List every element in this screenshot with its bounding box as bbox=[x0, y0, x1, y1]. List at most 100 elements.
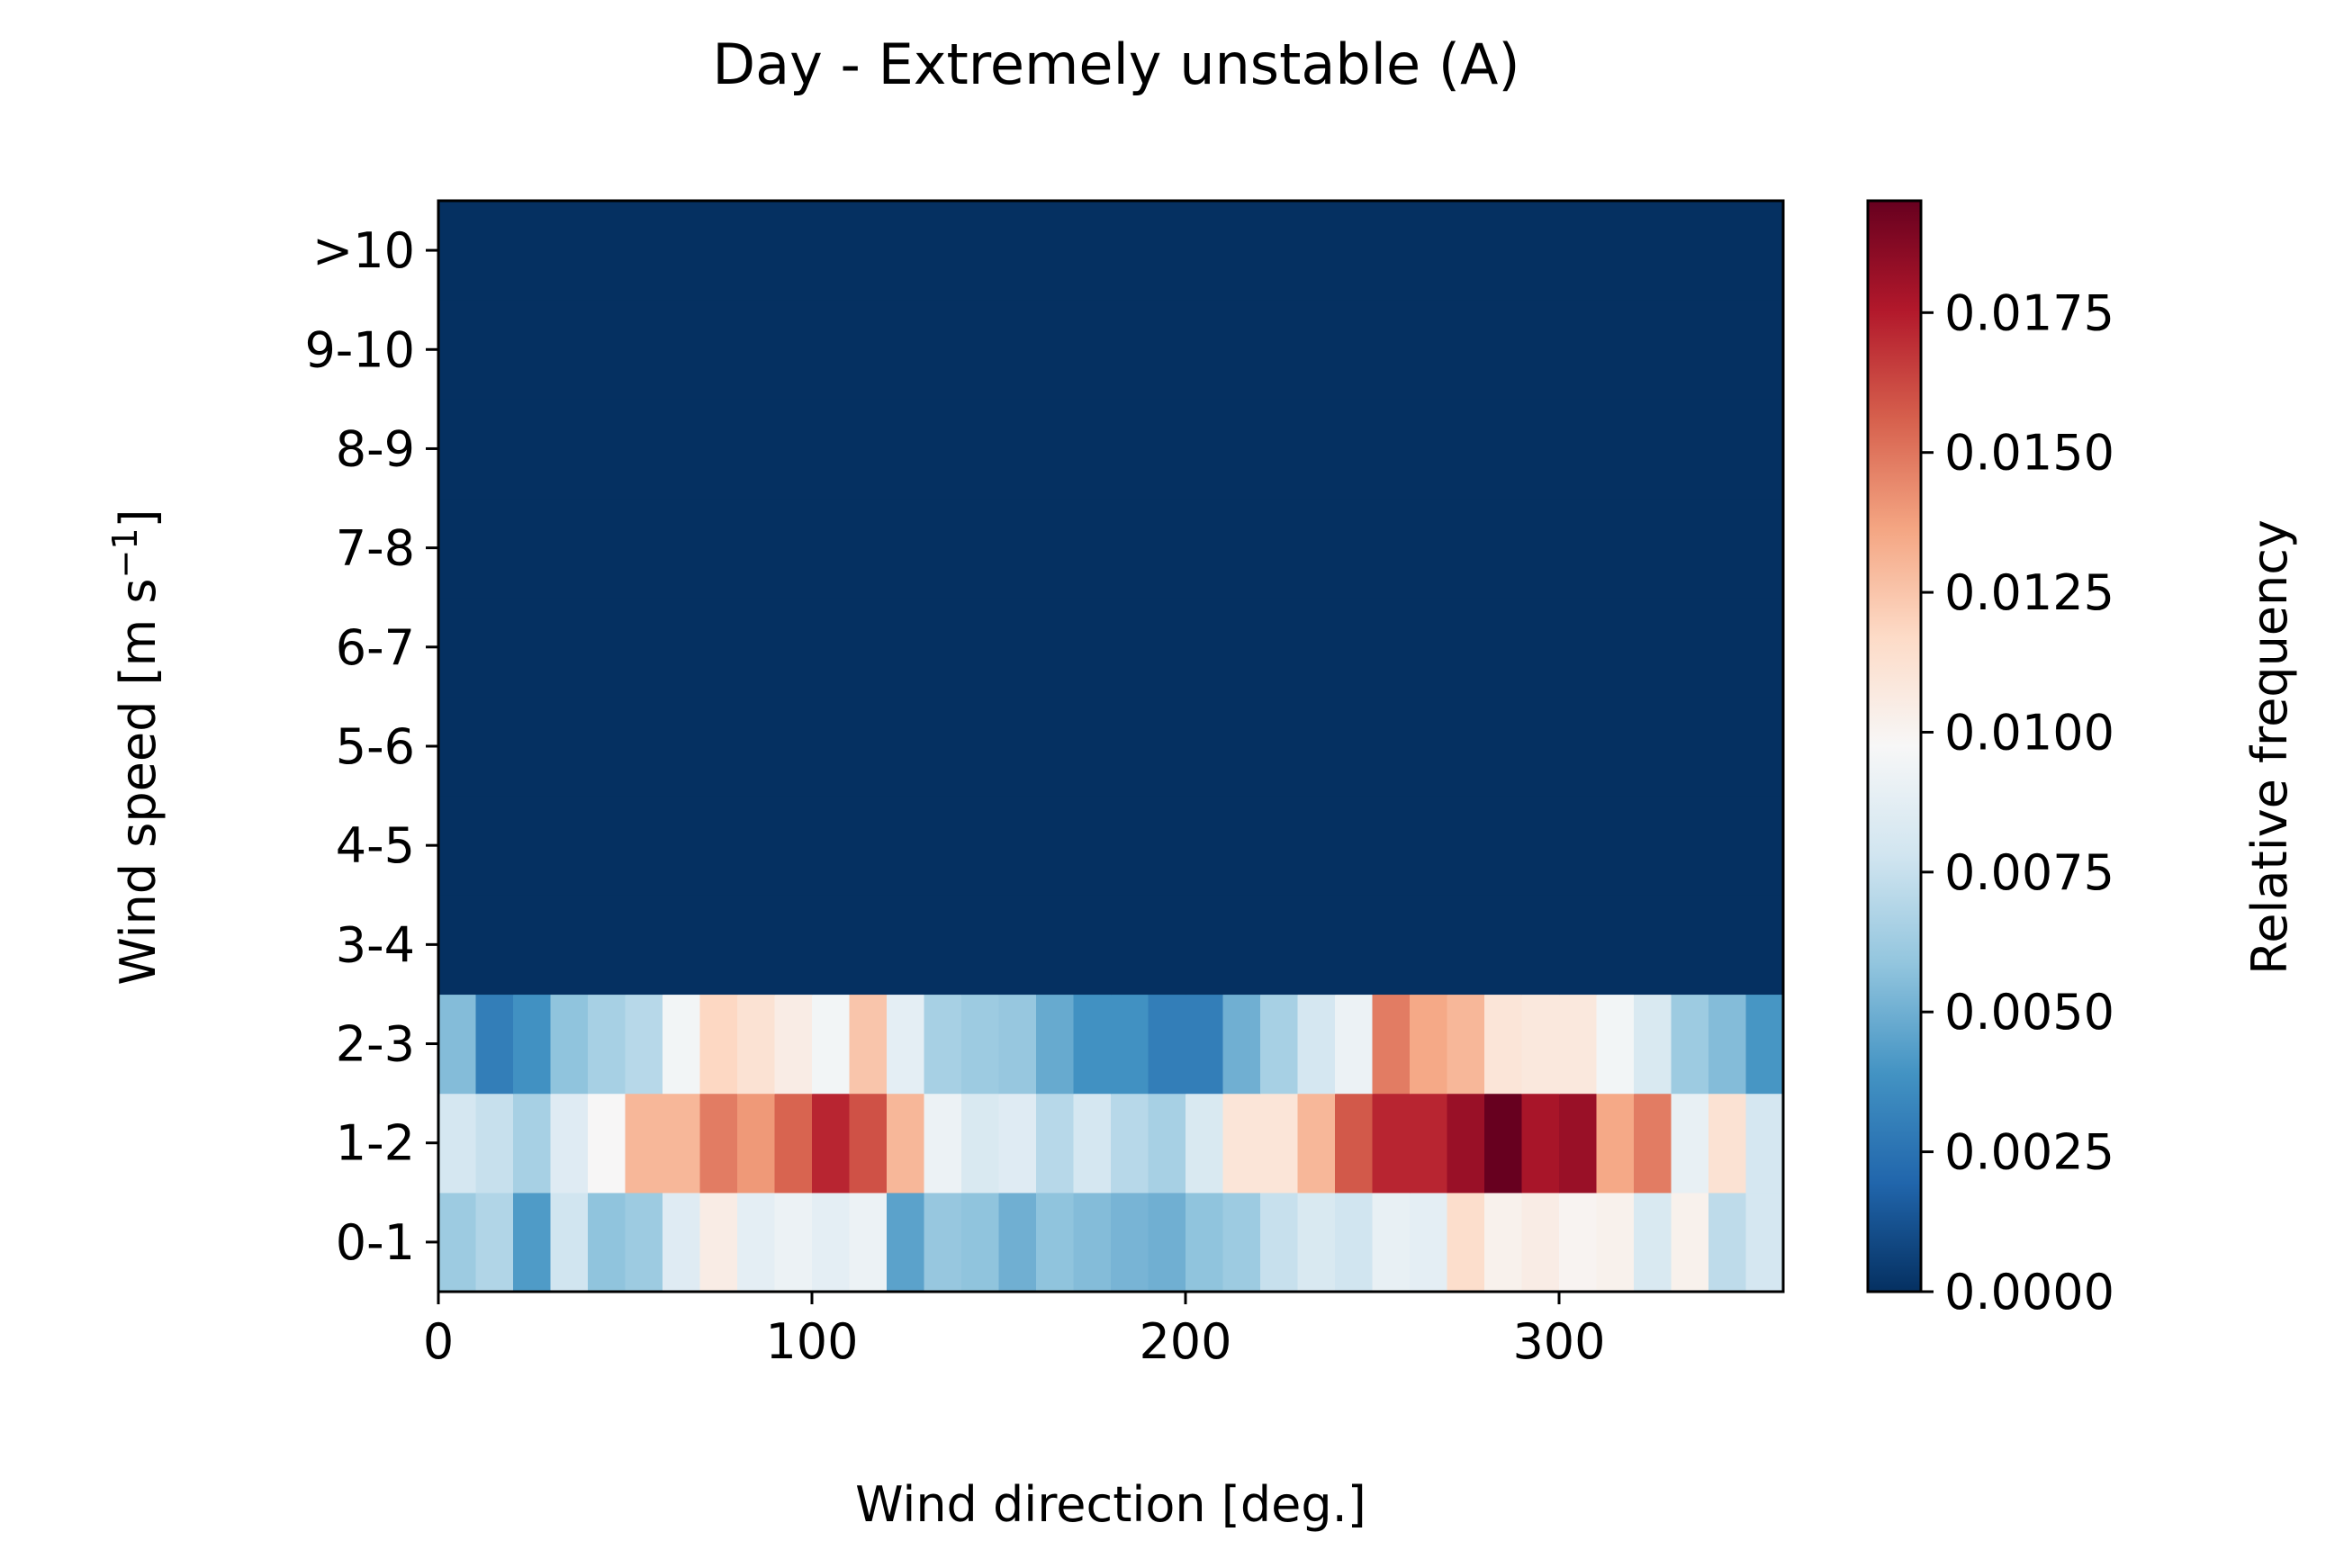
heatmap-cell bbox=[1410, 895, 1448, 996]
y-tick-label: 4-5 bbox=[336, 817, 415, 874]
heatmap-cell bbox=[513, 796, 552, 896]
heatmap-cell bbox=[1073, 796, 1112, 896]
heatmap-cell bbox=[1410, 1093, 1448, 1194]
heatmap-cell bbox=[849, 696, 888, 797]
heatmap-cell bbox=[1484, 1093, 1523, 1194]
heatmap-cell bbox=[1708, 1192, 1747, 1293]
heatmap-cell bbox=[1297, 994, 1336, 1095]
heatmap-cell bbox=[1036, 994, 1075, 1095]
chart-title: Day - Extremely unstable (A) bbox=[712, 32, 1519, 97]
heatmap-cell bbox=[1745, 498, 1784, 599]
heatmap-cell bbox=[1447, 696, 1485, 797]
heatmap-cell bbox=[737, 498, 776, 599]
heatmap-cell bbox=[812, 1093, 851, 1194]
heatmap-cell bbox=[1521, 399, 1560, 500]
heatmap-cell bbox=[998, 300, 1037, 400]
heatmap-cell bbox=[1222, 201, 1261, 301]
heatmap-cell bbox=[1297, 399, 1336, 500]
heatmap-cell bbox=[849, 895, 888, 996]
y-tick-label: 6-7 bbox=[336, 619, 415, 676]
heatmap-cell bbox=[737, 1192, 776, 1293]
heatmap-cell bbox=[1745, 895, 1784, 996]
heatmap-cell bbox=[961, 895, 1000, 996]
heatmap-cell bbox=[663, 1192, 701, 1293]
heatmap-cell bbox=[1222, 696, 1261, 797]
heatmap-cell bbox=[1073, 696, 1112, 797]
y-tick-label: >10 bbox=[312, 222, 415, 279]
heatmap-cell bbox=[699, 300, 738, 400]
heatmap-cell bbox=[1335, 597, 1374, 698]
heatmap-cell bbox=[1745, 796, 1784, 896]
heatmap-cell bbox=[961, 597, 1000, 698]
heatmap-cell bbox=[924, 895, 962, 996]
heatmap-cell bbox=[924, 1093, 962, 1194]
heatmap-cell bbox=[1484, 796, 1523, 896]
y-tick-label: 5-6 bbox=[336, 718, 415, 775]
heatmap-cell bbox=[849, 498, 888, 599]
heatmap-cell bbox=[812, 597, 851, 698]
heatmap-cell bbox=[1634, 696, 1672, 797]
heatmap-cell bbox=[1671, 399, 1709, 500]
heatmap-cell bbox=[1260, 796, 1299, 896]
x-tick-label: 100 bbox=[765, 1313, 858, 1370]
heatmap-cell bbox=[1447, 300, 1485, 400]
heatmap-cell bbox=[1297, 498, 1336, 599]
heatmap-cell bbox=[737, 300, 776, 400]
heatmap-cell bbox=[588, 1093, 627, 1194]
heatmap-cell bbox=[849, 994, 888, 1095]
heatmap-cell bbox=[475, 1093, 514, 1194]
heatmap-cell bbox=[1372, 796, 1411, 896]
heatmap-cell bbox=[1297, 796, 1336, 896]
heatmap-cell bbox=[663, 498, 701, 599]
y-axis-label-main: Wind speed [m s bbox=[110, 578, 167, 985]
heatmap-cell bbox=[513, 895, 552, 996]
heatmap-cell bbox=[438, 201, 477, 301]
heatmap-cell bbox=[924, 399, 962, 500]
heatmap-cell bbox=[1372, 399, 1411, 500]
heatmap-cell bbox=[1634, 300, 1672, 400]
heatmap-cell bbox=[887, 399, 925, 500]
heatmap-cell bbox=[1484, 696, 1523, 797]
heatmap-cell bbox=[1447, 597, 1485, 698]
heatmap-cell bbox=[699, 796, 738, 896]
heatmap-cell bbox=[1222, 1192, 1261, 1293]
heatmap-cell bbox=[588, 696, 627, 797]
heatmap-cell bbox=[998, 201, 1037, 301]
heatmap-cell bbox=[737, 597, 776, 698]
heatmap-cell bbox=[998, 994, 1037, 1095]
y-tick-label: 9-10 bbox=[304, 321, 415, 378]
heatmap-cell bbox=[550, 399, 589, 500]
heatmap-cell bbox=[1186, 796, 1224, 896]
heatmap-cell bbox=[774, 1093, 813, 1194]
heatmap-cell bbox=[1148, 895, 1186, 996]
heatmap-cell bbox=[1596, 597, 1635, 698]
heatmap-cell bbox=[887, 994, 925, 1095]
colorbar-tick-label: 0.0125 bbox=[1944, 564, 2114, 621]
heatmap-cell bbox=[737, 1093, 776, 1194]
heatmap-cell bbox=[1745, 696, 1784, 797]
heatmap-cell bbox=[924, 300, 962, 400]
heatmap-cell bbox=[1745, 201, 1784, 301]
heatmap-cell bbox=[1111, 696, 1149, 797]
heatmap-cell bbox=[1671, 300, 1709, 400]
heatmap-cell bbox=[1186, 597, 1224, 698]
heatmap-cell bbox=[588, 399, 627, 500]
heatmap-cell bbox=[737, 895, 776, 996]
heatmap-cell bbox=[1521, 796, 1560, 896]
heatmap-cell bbox=[1111, 796, 1149, 896]
heatmap-cell bbox=[998, 1093, 1037, 1194]
heatmap-cell bbox=[1447, 796, 1485, 896]
heatmap-cell bbox=[924, 796, 962, 896]
heatmap-cell bbox=[1521, 895, 1560, 996]
heatmap-cell bbox=[1297, 201, 1336, 301]
heatmap-cell bbox=[550, 1192, 589, 1293]
heatmap-cell bbox=[513, 1192, 552, 1293]
heatmap-cell bbox=[961, 796, 1000, 896]
heatmap-cell bbox=[849, 300, 888, 400]
heatmap-cell bbox=[849, 399, 888, 500]
heatmap-cell bbox=[1745, 597, 1784, 698]
heatmap-cell bbox=[998, 1192, 1037, 1293]
heatmap-cell bbox=[475, 895, 514, 996]
heatmap-cell bbox=[961, 1192, 1000, 1293]
heatmap-cell bbox=[1148, 796, 1186, 896]
